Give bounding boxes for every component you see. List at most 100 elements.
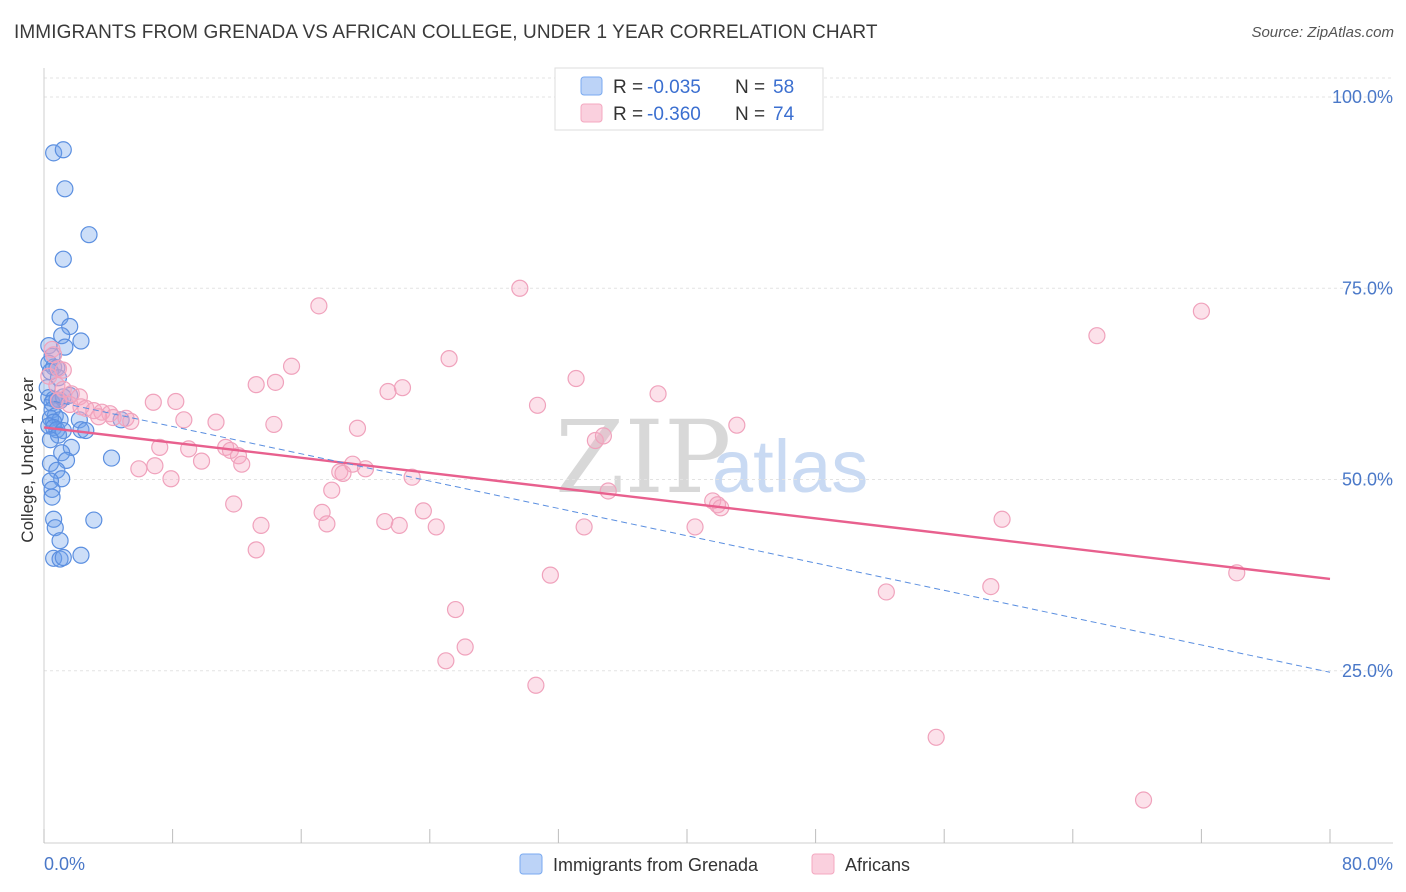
africans-point-20 — [144, 393, 162, 411]
africans-point-53 — [390, 516, 408, 535]
africans-point-52 — [376, 512, 394, 531]
africans-point-69 — [599, 482, 617, 500]
africans-point-76 — [877, 583, 895, 601]
stats-legend-r-label-grenada: R = — [613, 77, 643, 98]
gridlines — [44, 77, 1393, 672]
africans-point-65 — [567, 369, 585, 388]
chart-title: IMMIGRANTS FROM GRENADA VS AFRICAN COLLE… — [14, 22, 878, 43]
y-tick-label-100: 100.0% — [1332, 87, 1393, 107]
y-tick-label-75: 75.0% — [1342, 278, 1393, 298]
africans-point-34 — [247, 376, 265, 394]
africans-point-37 — [265, 415, 283, 434]
grenada-point-2 — [56, 180, 74, 198]
stats-legend-swatch-africans — [580, 103, 603, 123]
africans-point-71 — [686, 518, 704, 536]
grenada-point-4 — [54, 250, 72, 268]
stats-legend-r-label-africans: R = — [613, 104, 643, 125]
africans-point-35 — [266, 373, 285, 391]
watermark: ZIP atlas — [555, 399, 868, 516]
grenada-point-49 — [43, 488, 61, 506]
grenada-point-43 — [102, 449, 121, 467]
africans-point-3 — [54, 361, 72, 379]
africans-point-79 — [1088, 327, 1106, 345]
series-africans — [40, 279, 1246, 809]
africans-point-57 — [440, 350, 458, 368]
grenada-point-39 — [41, 431, 60, 449]
africans-point-67 — [586, 431, 604, 450]
trendline-africans — [43, 426, 1331, 581]
africans-point-16 — [104, 408, 122, 427]
stats-legend-r-africans: -0.360 — [647, 104, 701, 125]
africans-point-77 — [982, 577, 1000, 596]
africans-point-50 — [379, 382, 397, 401]
grenada-point-57 — [72, 546, 90, 564]
africans-point-56 — [427, 518, 445, 536]
source-label: Source: ZipAtlas.com — [1251, 24, 1394, 41]
legend-label-grenada: Immigrants from Grenada — [553, 855, 759, 875]
x-tick-label-max: 80.0% — [1342, 854, 1393, 874]
stats-legend-r-grenada: -0.035 — [647, 77, 701, 98]
y-tick-label-25: 25.0% — [1342, 661, 1393, 681]
africans-point-36 — [282, 357, 301, 375]
trendlines — [43, 398, 1331, 673]
trendline-grenada — [43, 398, 1331, 673]
africans-point-70 — [649, 385, 667, 403]
africans-point-22 — [175, 411, 193, 429]
series-immigrants-from-grenada — [38, 141, 130, 568]
africans-point-21 — [167, 392, 185, 411]
africans-point-80 — [1192, 302, 1211, 320]
africans-point-66 — [575, 518, 593, 536]
africans-point-18 — [122, 412, 140, 430]
watermark-zip: ZIP — [555, 399, 731, 516]
africans-point-28 — [130, 460, 148, 478]
series-legend: Immigrants from Grenada Africans — [519, 853, 910, 875]
africans-point-27 — [146, 457, 164, 475]
stats-legend-swatch-grenada — [580, 76, 603, 96]
grenada-point-1 — [54, 141, 72, 159]
grenada-point-53 — [51, 532, 69, 550]
legend-label-africans: Africans — [845, 855, 910, 875]
africans-point-68 — [594, 427, 613, 445]
grenada-point-8 — [72, 332, 90, 350]
africans-point-44 — [323, 481, 341, 499]
grenada-point-0 — [45, 144, 63, 162]
africans-point-58 — [446, 600, 465, 619]
africans-point-41 — [310, 297, 328, 315]
africans-point-33 — [233, 455, 251, 473]
africans-point-74 — [728, 416, 746, 434]
stats-legend-n-africans: 74 — [773, 104, 795, 125]
africans-point-29 — [162, 470, 180, 488]
africans-point-63 — [527, 676, 545, 694]
grenada-point-56 — [54, 548, 72, 567]
grenada-point-40 — [62, 438, 80, 456]
africans-point-64 — [541, 566, 559, 584]
stats-legend-n-grenada: 58 — [773, 77, 794, 98]
africans-point-61 — [511, 279, 529, 297]
africans-point-48 — [348, 419, 367, 437]
grenada-point-44 — [41, 454, 60, 473]
grenada-point-3 — [80, 226, 98, 244]
legend-swatch-grenada — [519, 853, 543, 875]
africans-point-62 — [528, 396, 547, 414]
axes — [43, 68, 1393, 844]
grenada-point-38 — [49, 426, 68, 444]
africans-point-78 — [993, 510, 1011, 528]
africans-point-19 — [90, 408, 108, 426]
grenada-point-51 — [85, 511, 103, 529]
africans-point-55 — [414, 502, 432, 520]
y-axis-label: College, Under 1 year — [18, 377, 37, 543]
x-tick-label-min: 0.0% — [44, 854, 85, 874]
africans-point-9 — [49, 392, 68, 410]
africans-point-82 — [927, 728, 945, 746]
africans-point-23 — [207, 413, 225, 431]
grenada-point-52 — [46, 519, 64, 537]
stats-legend-n-label-africans: N = — [735, 104, 765, 125]
africans-point-43 — [318, 515, 336, 533]
grenada-point-54 — [45, 549, 63, 567]
watermark-atlas: atlas — [712, 425, 868, 508]
legend-swatch-africans — [811, 853, 835, 875]
africans-point-38 — [225, 495, 243, 513]
africans-point-59 — [456, 638, 474, 656]
grenada-point-45 — [48, 461, 66, 479]
